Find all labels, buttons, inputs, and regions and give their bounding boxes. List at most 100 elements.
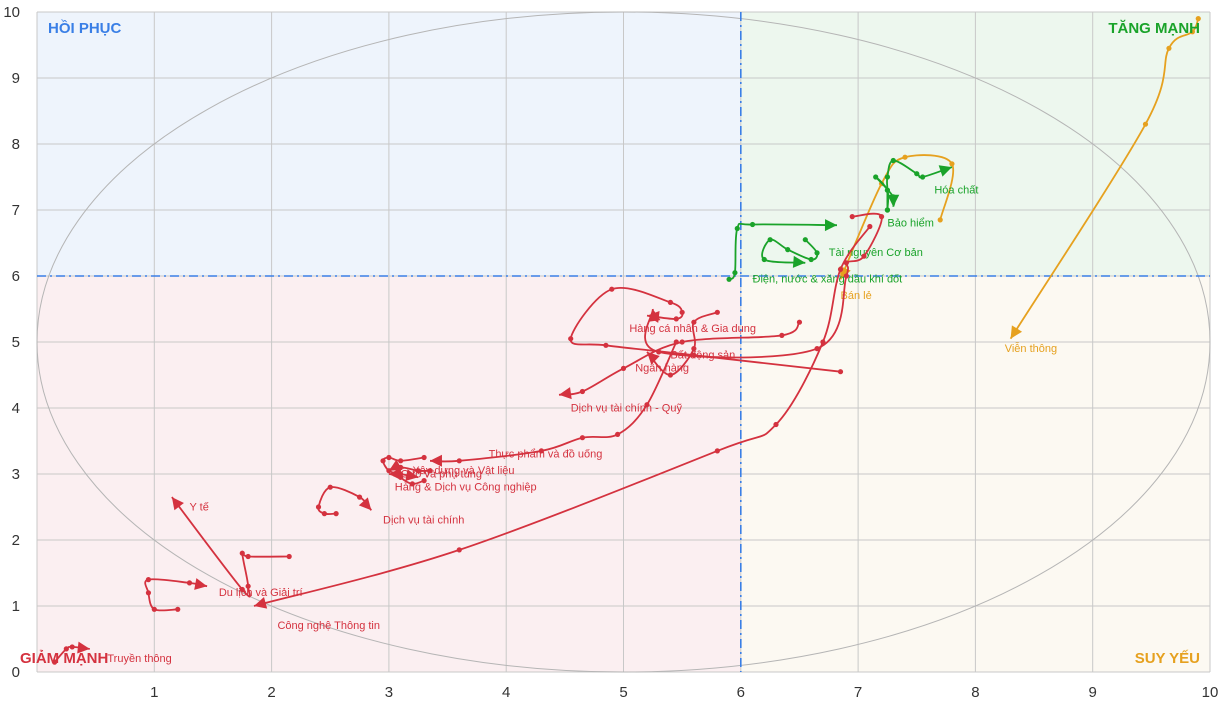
series-point (734, 225, 740, 232)
series-arrow-head (405, 469, 419, 481)
series-point (820, 339, 826, 345)
series-point (667, 299, 674, 305)
series-point (421, 478, 427, 484)
series-point (286, 553, 292, 560)
series-point (409, 481, 415, 487)
series-label: Dịch vụ tài chính - Quỹ (571, 402, 683, 414)
x-tick-label: 5 (619, 684, 627, 701)
series-point (814, 250, 820, 256)
x-tick-label: 8 (971, 684, 979, 701)
series-point (808, 256, 814, 263)
series-point (427, 468, 433, 474)
series-point (691, 346, 697, 352)
series-arrow-head (792, 255, 806, 268)
series-point (884, 207, 891, 213)
series-label: Điện, nước & xăng dầu khí đốt (753, 274, 903, 286)
series-point (579, 435, 586, 441)
series-point (673, 339, 679, 345)
series-point (538, 448, 544, 454)
series-7: Bất động sản (568, 286, 844, 375)
series-label: Thực phẩm và đồ uống (489, 449, 603, 461)
series-label: Công nghệ Thông tin (277, 620, 380, 632)
series-point (890, 157, 896, 164)
series-0: Viễn thông (1005, 16, 1201, 355)
series-point (456, 458, 462, 464)
series-arrow-head (646, 351, 660, 365)
series-point (398, 458, 404, 464)
series-point (714, 448, 720, 454)
series-arrow-head (358, 497, 372, 511)
series-point (568, 336, 574, 342)
series-arrow-head (824, 219, 837, 232)
series-arrow-head (887, 194, 900, 207)
series-point (937, 217, 943, 223)
series-point (145, 577, 152, 583)
series-point (333, 510, 339, 517)
series-label: Tài nguyên Cơ bản (829, 247, 923, 259)
x-tick-label: 6 (737, 684, 745, 701)
series-point (878, 214, 885, 220)
series-line (253, 225, 871, 607)
series-point (1166, 45, 1172, 51)
y-tick-label: 10 (3, 4, 20, 21)
series-label: Hàng & Dịch vụ Công nghiệp (395, 482, 537, 494)
series-point (673, 316, 679, 322)
series-point (456, 547, 462, 553)
series-label: Ngân hàng (635, 363, 689, 375)
quadrant-label-top-left: HỒI PHỤC (48, 19, 122, 37)
series-point (861, 253, 867, 259)
x-tick-label: 7 (854, 684, 862, 701)
series-point (726, 276, 732, 282)
series-point (315, 504, 322, 510)
series-point (644, 402, 650, 408)
series-point (51, 659, 58, 665)
series-15: Y tế (171, 496, 292, 598)
series-label: Dịch vụ tài chính (383, 515, 464, 527)
series-arrow-head (1010, 325, 1023, 339)
series-label: Bảo hiểm (887, 218, 933, 230)
series-point (145, 590, 152, 596)
series-arrow-head (77, 641, 90, 654)
series-point (69, 644, 75, 650)
series-point (732, 270, 738, 276)
series-arrow-head (429, 454, 442, 467)
x-tick-label: 3 (385, 684, 393, 701)
series-point (761, 256, 767, 263)
series-arrow-head (646, 310, 660, 323)
series-14: Dịch vụ tài chính (315, 484, 464, 527)
y-tick-label: 1 (12, 598, 20, 615)
series-18: Truyền thông (51, 641, 172, 665)
series-point (714, 309, 720, 315)
series-arrow-head (558, 387, 572, 400)
y-tick-label: 7 (12, 202, 20, 219)
series-point (380, 458, 386, 464)
series-point (386, 454, 392, 461)
series-5: Điện, nước & xăng dầu khí đốt (726, 219, 902, 286)
series-point (175, 606, 181, 612)
series-point (679, 339, 685, 345)
quadrant-label-bottom-left: GIẢM MẠNH (20, 650, 108, 667)
quadrant-label-bottom-right: SUY YẾU (1135, 650, 1200, 667)
series-point (245, 583, 251, 589)
series-label: Y tế (189, 501, 208, 513)
series-10: Thực phẩm và đồ uống (429, 339, 679, 467)
series-point (609, 286, 615, 292)
series-point (579, 388, 586, 395)
series-point (884, 174, 891, 180)
x-tick-label: 1 (150, 684, 158, 701)
series-point (914, 171, 920, 177)
series-16: Du lịch và Giải trí (144, 577, 303, 612)
series-9: Dịch vụ tài chính - Quỹ (558, 319, 803, 414)
series-point (884, 187, 891, 193)
series-point (749, 221, 756, 228)
series-point (1189, 29, 1196, 35)
x-tick-label: 10 (1202, 684, 1219, 701)
x-tick-label: 9 (1089, 684, 1097, 701)
series-point (802, 237, 808, 243)
series-point (785, 247, 791, 253)
series-point (867, 223, 873, 230)
series-point (603, 342, 609, 348)
series-point (814, 346, 820, 352)
